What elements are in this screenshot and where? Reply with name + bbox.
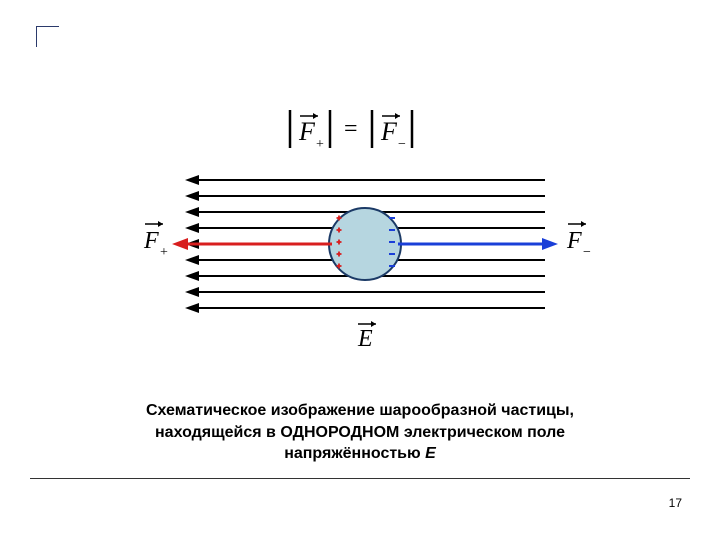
svg-text:E: E	[357, 326, 373, 352]
svg-text:F: F	[380, 117, 398, 146]
svg-text:−: −	[583, 245, 591, 260]
caption-E: E	[425, 445, 436, 462]
physics-diagram: F+=F−F+F−E	[110, 90, 610, 370]
caption-line1: Схематическое изображение шарообразной ч…	[146, 402, 574, 419]
slide: F+=F−F+F−E Схематическое изображение шар…	[0, 0, 720, 540]
caption-line2b: ОДНОРОДНОМ	[280, 424, 399, 441]
page-number: 17	[669, 496, 682, 510]
svg-text:+: +	[160, 245, 168, 260]
svg-text:F: F	[566, 228, 582, 254]
caption: Схематическое изображение шарообразной ч…	[70, 400, 650, 465]
caption-line2c: электрическом поле	[399, 424, 565, 441]
horizontal-rule	[30, 478, 690, 479]
diagram-svg: F+=F−F+F−E	[110, 90, 610, 370]
svg-text:F: F	[143, 228, 159, 254]
svg-text:−: −	[398, 137, 406, 152]
caption-line3a: напряжённостью	[284, 445, 425, 462]
svg-text:+: +	[316, 137, 324, 152]
svg-text:=: =	[344, 116, 358, 142]
caption-line2a: находящейся в	[155, 424, 280, 441]
corner-decoration	[36, 26, 59, 47]
svg-text:F: F	[298, 117, 316, 146]
